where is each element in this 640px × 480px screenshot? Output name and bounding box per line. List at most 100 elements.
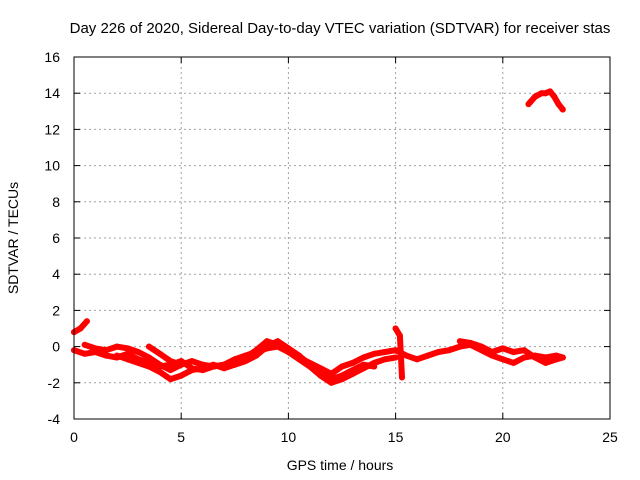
y-tick-label: 2 — [52, 302, 60, 318]
plot-series — [71, 88, 566, 386]
data-point — [242, 358, 249, 365]
data-point — [113, 352, 120, 359]
data-point — [538, 90, 545, 97]
data-point — [510, 349, 517, 355]
data-point — [81, 341, 88, 348]
data-point — [392, 325, 399, 332]
series-track-5 — [146, 343, 185, 368]
data-point — [339, 363, 345, 370]
data-point — [306, 361, 313, 368]
y-tick-label: 10 — [44, 158, 60, 174]
data-point — [510, 359, 517, 366]
data-point — [435, 349, 442, 355]
data-point — [478, 343, 485, 350]
data-point — [392, 347, 399, 354]
data-point — [559, 354, 566, 361]
x-tick-label: 10 — [281, 429, 297, 445]
data-point — [371, 350, 378, 357]
data-point — [446, 347, 453, 354]
data-point — [253, 352, 260, 359]
data-point — [264, 343, 270, 350]
data-point — [81, 350, 88, 357]
data-point — [296, 352, 303, 359]
data-point — [467, 340, 474, 346]
data-point — [274, 338, 281, 345]
axis-ticks: 0 5 10 15 20 25 -4 -2 0 2 4 6 8 10 12 14 16 — [44, 49, 618, 445]
y-tick-label: 14 — [44, 85, 60, 101]
data-point — [124, 350, 131, 357]
data-point — [135, 349, 142, 355]
data-point — [156, 368, 163, 375]
y-tick-label: 6 — [52, 230, 60, 246]
data-point — [551, 93, 558, 100]
chart-title: Day 226 of 2020, Sidereal Day-to-day VTE… — [70, 20, 611, 37]
data-point — [525, 101, 532, 108]
data-point — [167, 367, 174, 374]
data-point — [83, 318, 90, 325]
data-point — [317, 370, 324, 377]
data-point — [188, 367, 195, 374]
data-point — [392, 354, 399, 361]
data-point — [414, 356, 420, 363]
data-point — [532, 93, 538, 100]
data-point — [542, 359, 549, 366]
y-tick-label: 12 — [44, 121, 60, 137]
data-point — [489, 349, 496, 355]
data-point — [339, 372, 345, 379]
data-point — [167, 358, 174, 365]
y-tick-label: 4 — [52, 266, 60, 282]
data-point — [424, 352, 431, 359]
data-point — [456, 343, 463, 350]
data-point — [521, 354, 528, 361]
data-point — [124, 345, 131, 352]
data-point — [371, 363, 378, 370]
y-axis-label: SDTVAR / TECUs — [5, 182, 21, 294]
data-point — [135, 359, 142, 366]
data-point — [167, 376, 174, 383]
data-point — [285, 345, 292, 352]
data-point — [188, 358, 195, 365]
y-tick-label: 16 — [44, 49, 60, 65]
data-point — [146, 354, 152, 361]
data-point — [499, 345, 506, 352]
y-tick-label: -2 — [48, 375, 61, 391]
data-point — [156, 350, 163, 357]
data-point — [328, 376, 335, 383]
data-point — [456, 338, 463, 345]
data-point — [381, 349, 388, 355]
x-tick-label: 25 — [602, 429, 618, 445]
data-point — [499, 356, 506, 363]
data-point — [547, 88, 553, 95]
data-point — [403, 352, 410, 359]
data-point — [559, 106, 566, 113]
data-point — [124, 356, 131, 363]
x-axis-label: GPS time / hours — [287, 457, 394, 473]
x-tick-label: 15 — [388, 429, 404, 445]
y-tick-label: 8 — [52, 194, 60, 210]
y-tick-label: 0 — [52, 339, 60, 355]
data-point — [521, 347, 528, 354]
data-point — [92, 345, 99, 352]
data-point — [146, 343, 152, 350]
data-point — [231, 361, 238, 368]
data-point — [178, 361, 185, 368]
y-tick-label: -4 — [48, 411, 61, 427]
data-point — [349, 359, 356, 366]
data-point — [532, 354, 538, 361]
grid — [74, 57, 610, 419]
data-point — [103, 347, 110, 354]
data-point — [396, 332, 403, 339]
data-point — [555, 101, 562, 108]
data-point — [156, 361, 163, 368]
data-point — [113, 343, 120, 350]
data-point — [381, 356, 388, 363]
data-point — [199, 365, 206, 372]
data-point — [210, 361, 217, 368]
data-point — [77, 325, 84, 332]
data-point — [553, 356, 560, 363]
data-point — [399, 374, 405, 381]
data-point — [360, 354, 367, 361]
data-point — [178, 372, 185, 379]
x-tick-label: 5 — [177, 429, 185, 445]
